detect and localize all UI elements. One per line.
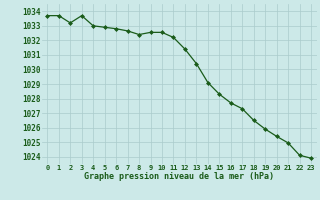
X-axis label: Graphe pression niveau de la mer (hPa): Graphe pression niveau de la mer (hPa) [84, 172, 274, 181]
